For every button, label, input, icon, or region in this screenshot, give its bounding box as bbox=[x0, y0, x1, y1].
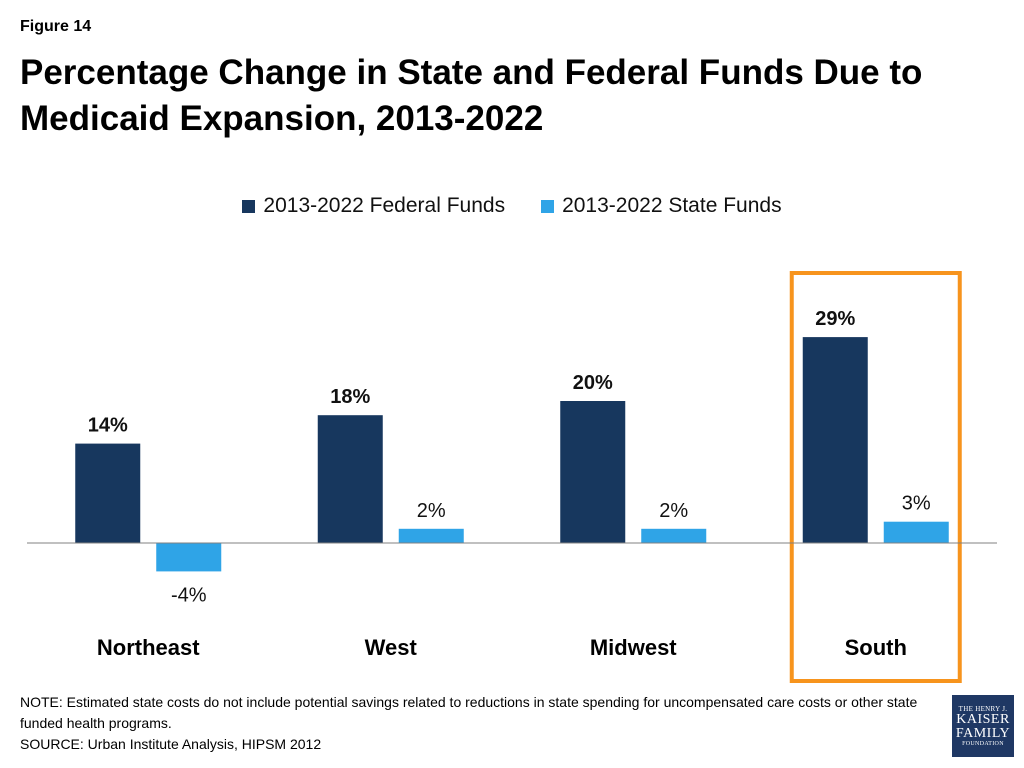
bar-2013-2022-state-funds-south bbox=[883, 521, 949, 543]
bar-2013-2022-federal-funds-west bbox=[317, 415, 383, 543]
legend: 2013-2022 Federal Funds 2013-2022 State … bbox=[0, 194, 1024, 218]
data-label-2013-2022-federal-funds-west: 18% bbox=[330, 386, 370, 408]
data-label-2013-2022-federal-funds-south: 29% bbox=[815, 308, 855, 330]
bar-2013-2022-federal-funds-south bbox=[802, 337, 868, 543]
data-label-2013-2022-state-funds-northeast: -4% bbox=[171, 584, 207, 606]
bar-2013-2022-federal-funds-midwest bbox=[560, 401, 626, 543]
category-label-west: West bbox=[365, 635, 418, 660]
legend-item-federal: 2013-2022 Federal Funds bbox=[242, 194, 505, 218]
data-label-2013-2022-state-funds-west: 2% bbox=[417, 500, 446, 522]
note-text: NOTE: Estimated state costs do not inclu… bbox=[20, 694, 918, 731]
footnote: NOTE: Estimated state costs do not inclu… bbox=[20, 692, 940, 755]
bar-2013-2022-federal-funds-northeast bbox=[75, 443, 141, 543]
bar-2013-2022-state-funds-west bbox=[398, 528, 464, 543]
legend-label-state: 2013-2022 State Funds bbox=[562, 194, 782, 217]
bar-chart: 14% -4% Northeast 18% 2% West 20% 2% Midwest 29% 3… bbox=[27, 271, 997, 683]
highlight-box-south bbox=[789, 271, 962, 683]
bar-2013-2022-state-funds-midwest bbox=[641, 528, 707, 543]
data-label-2013-2022-federal-funds-northeast: 14% bbox=[88, 415, 128, 437]
data-label-2013-2022-state-funds-south: 3% bbox=[902, 493, 931, 515]
legend-label-federal: 2013-2022 Federal Funds bbox=[263, 194, 506, 217]
legend-item-state: 2013-2022 State Funds bbox=[541, 194, 782, 218]
legend-swatch-federal bbox=[242, 199, 256, 213]
kff-logo: THE HENRY J. KAISER FAMILY FOUNDATION bbox=[952, 695, 1014, 757]
bar-2013-2022-state-funds-northeast bbox=[156, 543, 222, 572]
chart-title: Percentage Change in State and Federal F… bbox=[20, 53, 923, 138]
figure-label: Figure 14 bbox=[20, 18, 92, 35]
category-label-northeast: Northeast bbox=[97, 635, 200, 660]
data-label-2013-2022-state-funds-midwest: 2% bbox=[659, 500, 688, 522]
source-text: SOURCE: Urban Institute Analysis, HIPSM … bbox=[20, 736, 322, 752]
legend-swatch-state bbox=[541, 199, 555, 213]
category-label-midwest: Midwest bbox=[590, 635, 677, 660]
data-label-2013-2022-federal-funds-midwest: 20% bbox=[573, 372, 613, 394]
category-label-south: South bbox=[845, 635, 907, 660]
